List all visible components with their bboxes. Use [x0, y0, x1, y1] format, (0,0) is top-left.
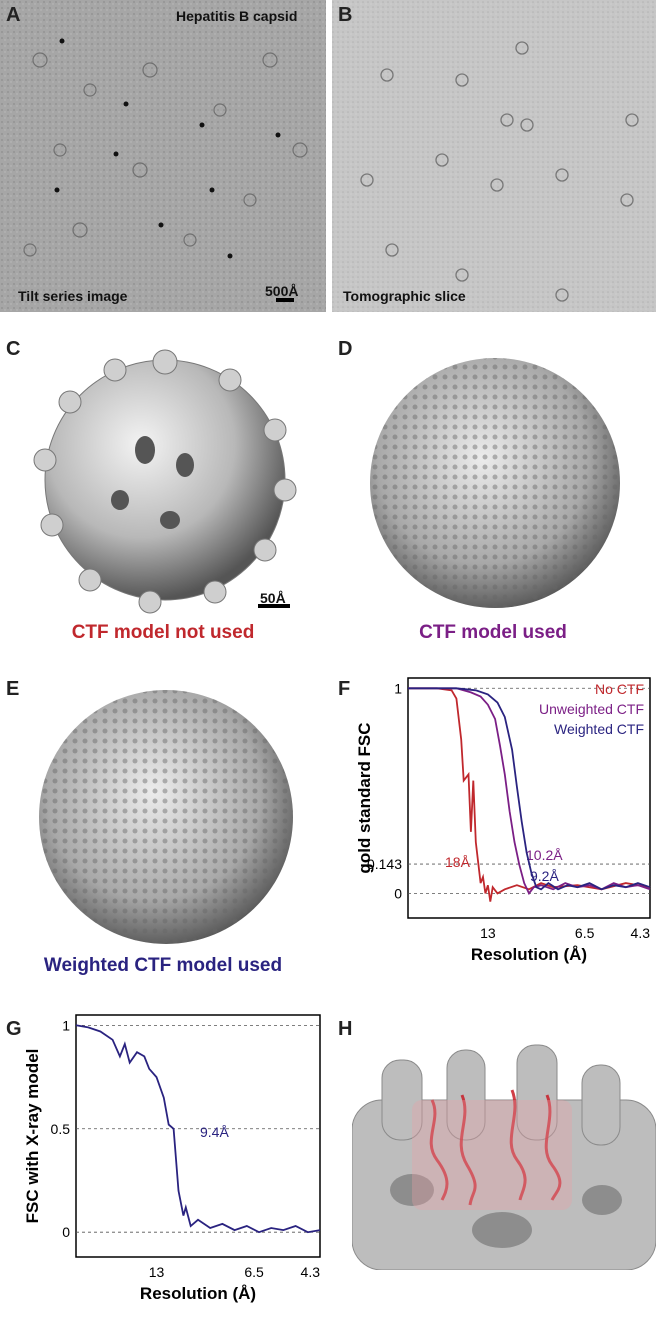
panel-label-b: B: [338, 4, 353, 26]
panel-b-caption: Tomographic slice: [343, 288, 466, 304]
panel-e-caption: Weighted CTF model used: [43, 955, 283, 976]
x-tick-label: 6.5: [575, 925, 595, 941]
legend-entry: No CTF: [595, 681, 644, 697]
legend-entry: Unweighted CTF: [539, 701, 644, 717]
panel-a-title: Hepatitis B capsid: [176, 8, 298, 24]
fsc-xray-model-chart: 1 0.5 0 13 6.5 4.3 Resolution (Å) FSC with X-ra…: [23, 1014, 321, 1303]
y-tick-label: 0: [62, 1224, 70, 1240]
panel-a-scalebar-label: 500Å: [265, 283, 299, 299]
panel-c-caption: CTF model not used: [71, 622, 255, 643]
tilt-texture: [0, 0, 326, 312]
series-annotation: 9.4Å: [200, 1124, 229, 1140]
panel-label-f: F: [338, 678, 351, 700]
panel-label-a: A: [6, 4, 21, 26]
y-tick-label: 0.5: [51, 1121, 71, 1137]
panel-label-d: D: [338, 338, 353, 360]
panel-label-c: C: [6, 338, 21, 360]
series-line: [75, 1024, 321, 1234]
x-tick-label: 6.5: [244, 1264, 264, 1280]
y-tick-label: 0.143: [367, 856, 402, 872]
x-tick-label: 13: [149, 1264, 165, 1280]
panel-a-caption: Tilt series image: [18, 288, 128, 304]
series-annotation: 9.2Å: [530, 868, 559, 884]
tilt-series-image: [0, 0, 326, 312]
xray-model-fit-image: [352, 1040, 656, 1270]
capsid-map-ctf: [370, 358, 620, 608]
capsid-map-weighted-ctf: [39, 690, 293, 944]
tomographic-slice-image: [332, 0, 656, 312]
panel-label-h: H: [338, 1018, 353, 1040]
y-tick-label: 0: [394, 885, 402, 901]
x-axis-label: Resolution (Å): [140, 1284, 256, 1303]
x-tick-label: 13: [480, 925, 496, 941]
x-tick-label: 4.3: [301, 1264, 321, 1280]
plot-frame: [407, 677, 651, 919]
panel-label-e: E: [6, 678, 20, 700]
y-tick-label: 1: [62, 1017, 70, 1033]
tomo-texture: [332, 0, 656, 312]
x-axis-label: Resolution (Å): [471, 945, 587, 964]
series-annotation: 10.2Å: [526, 847, 563, 863]
y-tick-label: 1: [394, 680, 402, 696]
series-annotation: 18Å: [445, 854, 471, 870]
y-axis-label: gold standard FSC: [355, 722, 374, 873]
x-tick-label: 4.3: [631, 925, 651, 941]
plot-frame: [75, 1014, 321, 1258]
fsc-gold-standard-chart: 1 0.143 0 13 6.5 4.3 Resolution (Å) gold standa…: [355, 677, 651, 964]
panel-label-g: G: [6, 1018, 22, 1040]
panel-c-scalebar-label: 50Å: [260, 590, 286, 606]
y-axis-label: FSC with X-ray model: [23, 1049, 42, 1224]
panel-d-caption: CTF model used: [419, 622, 567, 643]
series-line: [408, 687, 651, 891]
legend-entry: Weighted CTF: [554, 721, 644, 737]
capsid-map-no-ctf: [33, 349, 297, 614]
